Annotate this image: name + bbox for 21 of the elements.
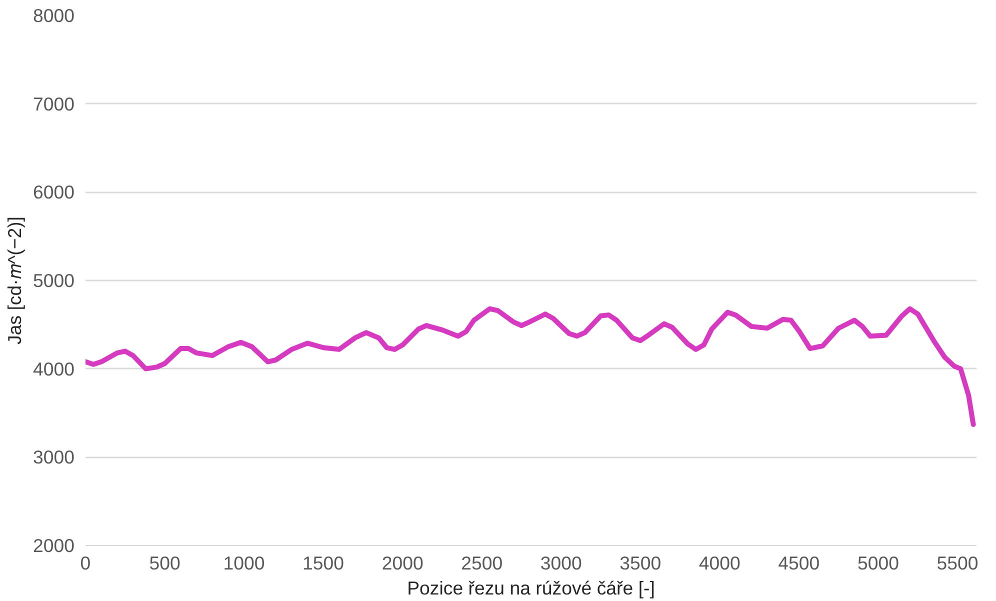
x-tick-label: 5000 — [857, 552, 899, 574]
x-tick-label: 4500 — [778, 552, 820, 574]
x-axis-title: Pozice řezu na rúžové čáře [-] — [407, 578, 655, 598]
x-tick-label: 2000 — [382, 552, 424, 574]
x-tick-label: 1000 — [223, 552, 265, 574]
x-tick-label: 0 — [80, 552, 91, 574]
x-tick-label: 4000 — [698, 552, 740, 574]
x-tick-label: 3500 — [620, 552, 662, 574]
y-tick-label: 7000 — [32, 93, 75, 114]
x-tick-label: 2500 — [461, 552, 503, 574]
y-axis-title: Jas [cd·𝑚^(−2)] — [4, 216, 25, 344]
x-tick-label: 5500 — [936, 552, 978, 574]
y-tick-label: 8000 — [32, 5, 75, 26]
x-tick-label: 500 — [149, 552, 180, 574]
y-tick-label: 4000 — [32, 358, 75, 380]
y-tick-label: 6000 — [32, 182, 75, 203]
y-tick-label: 3000 — [32, 446, 75, 468]
y-tick-label: 2000 — [32, 535, 75, 556]
x-tick-label: 1500 — [302, 552, 344, 574]
x-tick-label: 3000 — [540, 552, 582, 574]
y-tick-label: 5000 — [32, 270, 75, 291]
